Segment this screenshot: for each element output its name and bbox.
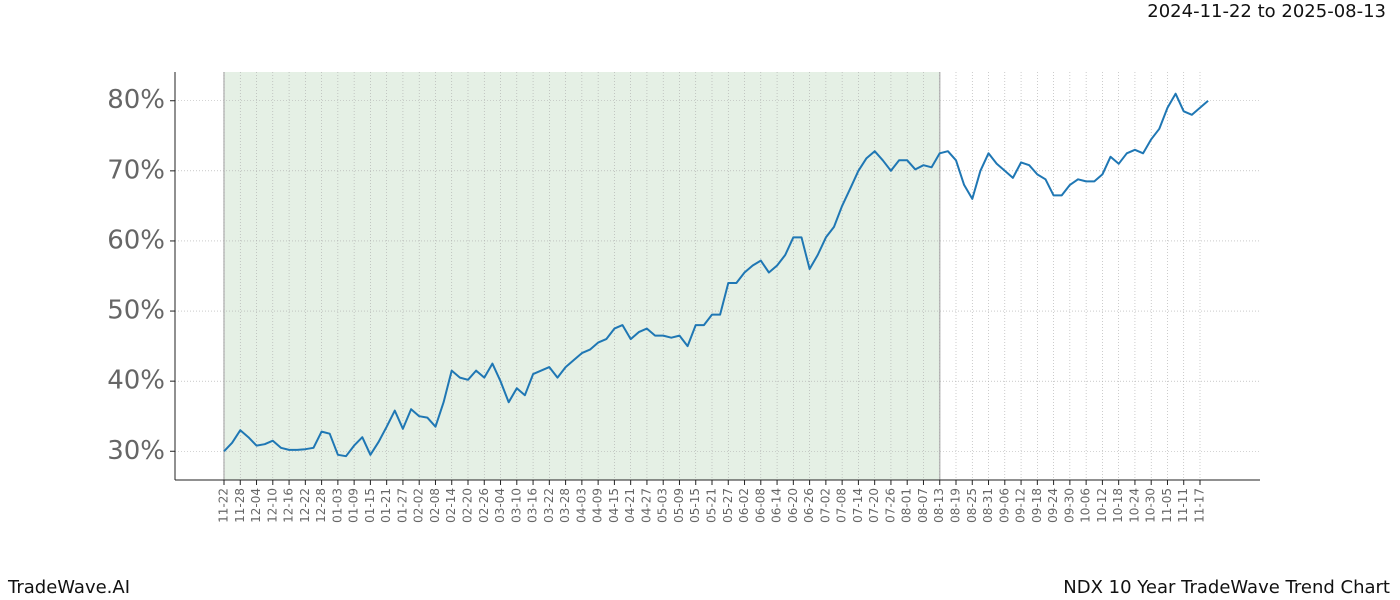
x-tick-label: 04-09 (591, 488, 605, 523)
x-tick-label: 01-03 (330, 488, 344, 523)
x-tick-label: 04-21 (623, 488, 637, 523)
x-tick-label: 03-22 (542, 488, 556, 523)
x-tick-label: 06-14 (770, 488, 784, 523)
x-tick-label: 03-16 (526, 488, 540, 523)
x-tick-label: 01-21 (379, 488, 393, 523)
x-tick-label: 11-11 (1176, 488, 1190, 523)
x-tick-label: 12-10 (265, 488, 279, 523)
x-tick-label: 04-15 (607, 488, 621, 523)
x-tick-label: 05-27 (721, 488, 735, 523)
y-tick-label: 80% (107, 85, 165, 115)
x-tick-label: 02-02 (412, 488, 426, 523)
x-tick-label: 11-28 (233, 488, 247, 523)
x-tick-label: 01-09 (347, 488, 361, 523)
date-range: 2024-11-22 to 2025-08-13 (1147, 1, 1386, 22)
x-tick-label: 10-24 (1127, 488, 1141, 523)
x-tick-label: 12-04 (249, 488, 263, 523)
y-tick-label: 30% (107, 436, 165, 466)
x-tick-label: 10-12 (1095, 488, 1109, 523)
y-tick-label: 50% (107, 296, 165, 326)
y-tick-label: 40% (107, 366, 165, 396)
x-tick-label: 01-15 (363, 488, 377, 523)
x-tick-label: 09-12 (1014, 488, 1028, 523)
x-tick-label: 06-20 (786, 488, 800, 523)
x-tick-label: 09-18 (1030, 488, 1044, 523)
brand: TradeWave.AI (7, 577, 130, 598)
x-tick-label: 12-22 (298, 488, 312, 523)
x-tick-label: 07-26 (883, 488, 897, 523)
x-tick-label: 03-10 (509, 488, 523, 523)
x-tick-label: 08-07 (916, 488, 930, 523)
x-tick-label: 02-08 (428, 488, 442, 523)
x-tick-label: 05-21 (705, 488, 719, 523)
x-tick-label: 05-09 (672, 488, 686, 523)
x-tick-label: 03-04 (493, 488, 507, 523)
y-tick-label: 60% (107, 225, 165, 255)
x-tick-label: 09-24 (1046, 488, 1060, 523)
x-tick-label: 08-19 (949, 488, 963, 523)
x-tick-label: 07-02 (818, 488, 832, 523)
chart-title: NDX 10 Year TradeWave Trend Chart (1063, 577, 1390, 598)
x-tick-label: 02-20 (461, 488, 475, 523)
x-tick-label: 08-31 (981, 488, 995, 523)
x-tick-label: 04-03 (574, 488, 588, 523)
x-tick-label: 07-08 (835, 488, 849, 523)
x-tick-label: 06-26 (802, 488, 816, 523)
x-tick-label: 12-28 (314, 488, 328, 523)
x-tick-label: 06-08 (753, 488, 767, 523)
x-tick-label: 06-02 (737, 488, 751, 523)
x-tick-label: 11-05 (1160, 488, 1174, 523)
x-tick-label: 05-15 (688, 488, 702, 523)
x-tick-label: 11-17 (1193, 488, 1207, 523)
x-tick-label: 10-06 (1079, 488, 1093, 523)
x-tick-label: 10-18 (1111, 488, 1125, 523)
y-tick-label: 70% (107, 155, 165, 185)
x-tick-label: 11-22 (217, 488, 231, 523)
x-tick-label: 12-16 (282, 488, 296, 523)
x-tick-label: 08-25 (965, 488, 979, 523)
x-tick-label: 07-20 (867, 488, 881, 523)
x-tick-label: 10-30 (1144, 488, 1158, 523)
x-tick-label: 02-26 (477, 488, 491, 523)
x-tick-label: 01-27 (395, 488, 409, 523)
x-tick-label: 08-01 (900, 488, 914, 523)
x-tick-label: 05-03 (656, 488, 670, 523)
x-tick-label: 03-28 (558, 488, 572, 523)
x-tick-label: 04-27 (639, 488, 653, 523)
trend-line (223, 92, 1209, 458)
x-tick-label: 02-14 (444, 488, 458, 523)
x-tick-label: 08-13 (932, 488, 946, 523)
x-tick-label: 09-30 (1062, 488, 1076, 523)
x-tick-label: 07-14 (851, 488, 865, 523)
x-tick-label: 09-06 (997, 488, 1011, 523)
